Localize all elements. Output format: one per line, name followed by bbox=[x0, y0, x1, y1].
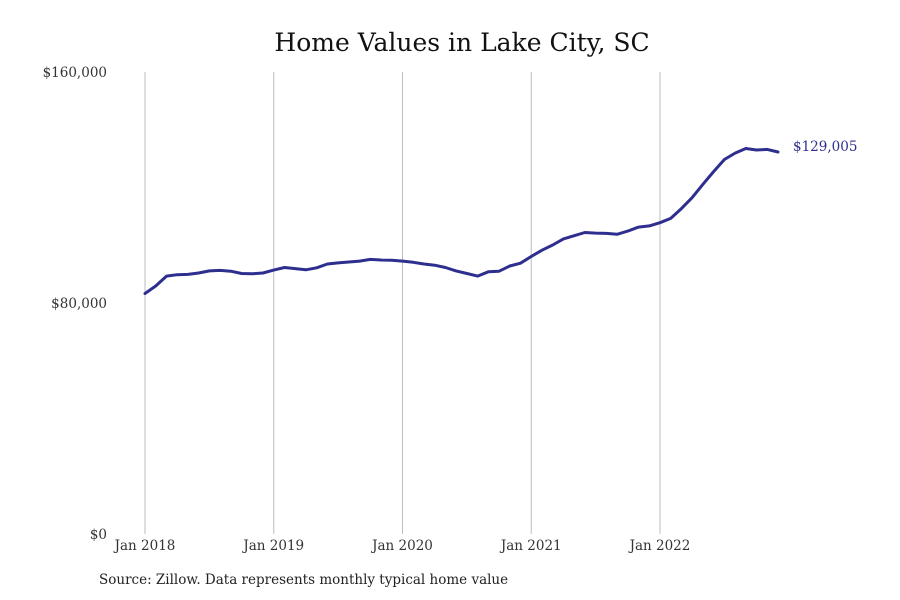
x-tick-label: Jan 2019 bbox=[241, 538, 304, 554]
series-line-home-value bbox=[143, 147, 780, 295]
x-gridlines bbox=[144, 72, 661, 534]
y-tick-label: $0 bbox=[90, 527, 107, 543]
last-value-label: $129,005 bbox=[793, 139, 857, 155]
y-tick-label: $80,000 bbox=[51, 296, 107, 312]
y-axis-tick-labels: $0 $80,000 $160,000 bbox=[43, 65, 107, 543]
x-axis-tick-labels: Jan 2018 Jan 2019 Jan 2020 Jan 2021 Jan 2022 bbox=[113, 538, 691, 554]
x-tick-label: Jan 2018 bbox=[113, 538, 176, 554]
x-tick-label: Jan 2022 bbox=[628, 538, 691, 554]
source-note: Source: Zillow. Data represents monthly … bbox=[99, 572, 509, 588]
y-tick-label: $160,000 bbox=[43, 65, 107, 81]
x-tick-label: Jan 2020 bbox=[370, 538, 433, 554]
chart-title: Home Values in Lake City, SC bbox=[274, 28, 649, 57]
x-tick-label: Jan 2021 bbox=[499, 538, 562, 554]
